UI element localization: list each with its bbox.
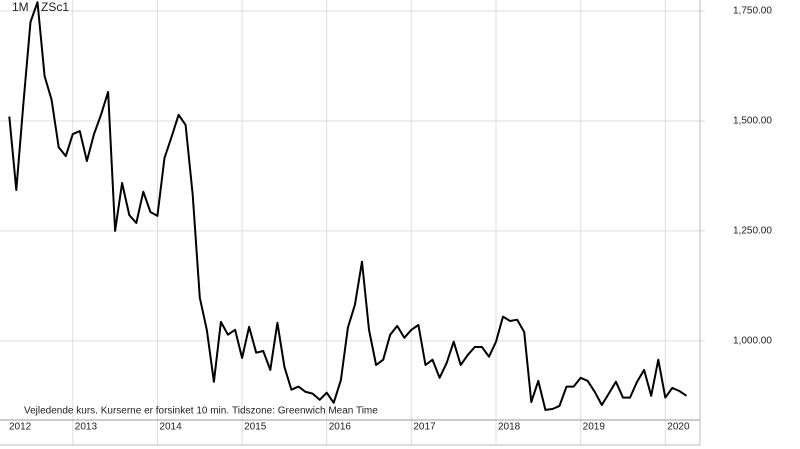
x-tick-label: 2016 [329, 422, 352, 433]
y-tick-label: 1,250.00 [733, 226, 772, 237]
x-tick-label: 2017 [413, 422, 436, 433]
y-tick-label: 1,750.00 [733, 6, 772, 17]
symbol: ZSc1 [41, 0, 69, 14]
x-tick-label: 2019 [583, 422, 606, 433]
x-tick-label: 2020 [667, 422, 690, 433]
x-tick-label: 2013 [75, 422, 98, 433]
note: Vejledende kurs. Kurserne er forsinket 1… [24, 406, 229, 417]
timezone: Tidszone: Greenwich Mean Time [232, 406, 378, 417]
x-tick-label: 2012 [9, 422, 32, 433]
y-tick-label: 1,000.00 [733, 335, 772, 346]
price-line [8, 1, 688, 411]
x-tick-label: 2015 [244, 422, 267, 433]
y-tick-label: 1,500.00 [733, 116, 772, 127]
x-tick-label: 2014 [159, 422, 182, 433]
interval: 1M [12, 0, 29, 14]
x-tick-label: 2018 [498, 422, 521, 433]
